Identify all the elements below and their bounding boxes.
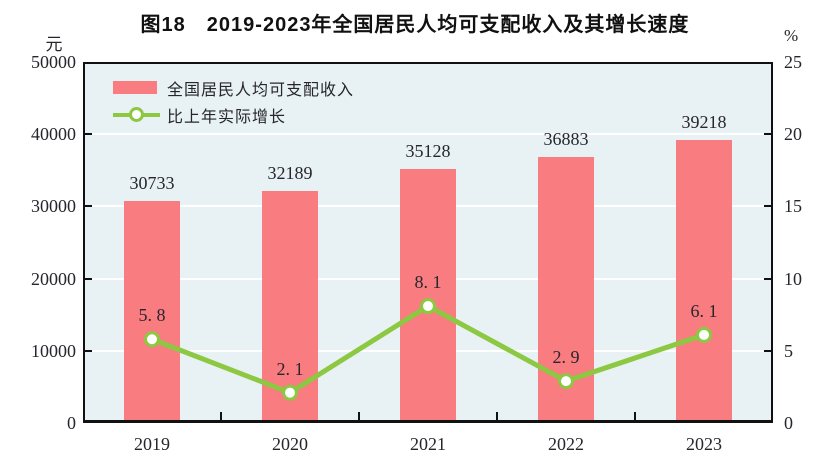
right-axis-label-25: 25 — [784, 52, 802, 72]
line-value-label-2019: 5. 8 — [138, 305, 166, 326]
right-tick-20 — [764, 133, 773, 136]
right-tick-15 — [764, 205, 773, 208]
right-axis-label-5: 5 — [784, 340, 793, 361]
right-axis-label-15: 15 — [784, 196, 802, 217]
gridline-40000 — [85, 133, 771, 136]
x-axis-label-2022: 2022 — [548, 434, 584, 454]
bar-value-label-2019: 30733 — [129, 173, 175, 194]
right-axis-unit: % — [784, 26, 799, 45]
legend-item-growth: 比上年实际增长 — [113, 101, 354, 128]
right-tick-10 — [764, 277, 773, 280]
bar-value-label-2022: 36883 — [543, 128, 589, 149]
left-tick-20000 — [83, 277, 92, 280]
left-axis-label-0: 0 — [67, 413, 76, 433]
left-tick-10000 — [83, 349, 92, 352]
right-axis-label-10: 10 — [784, 268, 802, 289]
x-axis-label-2021: 2021 — [410, 434, 446, 454]
left-axis-label-30000: 30000 — [31, 196, 76, 217]
x-tick-2 — [358, 412, 360, 421]
legend-bar-swatch — [113, 81, 157, 94]
x-tick-3 — [496, 412, 498, 421]
line-value-label-2021: 8. 1 — [414, 272, 442, 293]
bar-2019 — [124, 201, 180, 420]
left-tick-40000 — [83, 133, 92, 136]
line-marker-2021 — [420, 298, 436, 315]
growth-line-chart — [144, 298, 712, 401]
right-tick-5 — [764, 349, 773, 352]
x-tick-1 — [220, 412, 222, 421]
legend-line-marker-icon — [129, 106, 144, 122]
left-tick-30000 — [83, 205, 92, 208]
left-axis-label-40000: 40000 — [31, 124, 76, 145]
line-marker-2023 — [696, 326, 712, 343]
line-marker-2019 — [144, 331, 160, 348]
legend-label-income: 全国居民人均可支配收入 — [167, 81, 355, 99]
bar-value-label-2021: 35128 — [405, 141, 451, 162]
line-marker-2020 — [282, 384, 298, 401]
line-value-label-2022: 2. 9 — [552, 347, 580, 368]
chart-title: 图18 2019-2023年全国居民人均可支配收入及其增长速度 — [140, 14, 690, 36]
left-axis-label-20000: 20000 — [31, 268, 76, 289]
growth-line — [151, 303, 705, 396]
x-axis-label-2020: 2020 — [272, 434, 308, 454]
legend-line-swatch — [113, 106, 160, 122]
line-marker-2022 — [558, 373, 574, 390]
legend: 全国居民人均可支配收入 比上年实际增长 — [113, 74, 354, 128]
left-axis-unit: 元 — [45, 35, 63, 54]
left-axis-label-10000: 10000 — [31, 340, 76, 361]
legend-item-income: 全国居民人均可支配收入 — [113, 74, 354, 101]
right-axis-label-20: 20 — [784, 124, 802, 145]
bar-value-label-2023: 39218 — [681, 111, 727, 132]
right-axis-label-0: 0 — [784, 413, 793, 433]
left-axis-label-50000: 50000 — [31, 52, 76, 72]
bar-2021 — [400, 169, 456, 420]
legend-label-growth: 比上年实际增长 — [167, 108, 287, 126]
bar-2023 — [676, 139, 732, 420]
x-axis-label-2023: 2023 — [686, 434, 722, 454]
line-value-label-2020: 2. 1 — [276, 358, 304, 379]
bar-value-label-2020: 32189 — [267, 162, 313, 183]
x-tick-4 — [634, 412, 636, 421]
x-axis-label-2019: 2019 — [134, 434, 170, 454]
line-value-label-2023: 6. 1 — [690, 300, 718, 321]
